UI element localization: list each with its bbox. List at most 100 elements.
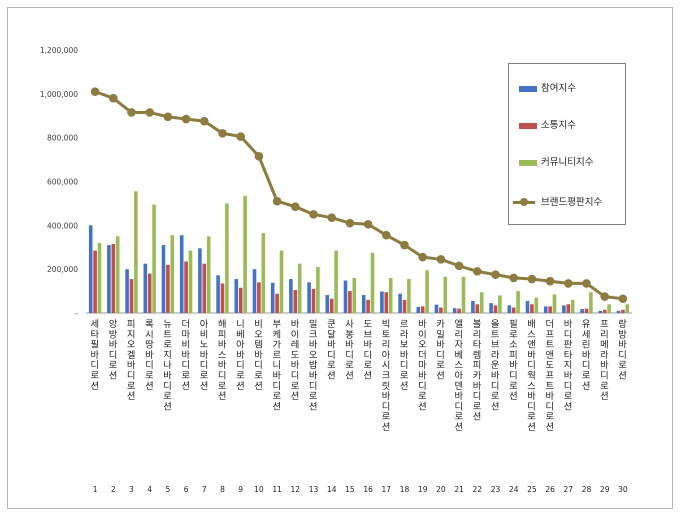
- bar-1-24: [507, 305, 512, 313]
- brand-index-point-1: [90, 87, 100, 96]
- brand-index-point-13: [309, 210, 318, 219]
- bar-2-5: [166, 264, 170, 313]
- bar-3-7: [206, 236, 211, 313]
- brand-index-point-19: [418, 252, 428, 262]
- bar-2-25: [530, 304, 534, 313]
- bar-2-10: [257, 282, 261, 313]
- bar-1-28: [580, 309, 584, 313]
- rank-number: 17: [382, 485, 392, 494]
- rank-number: 18: [400, 485, 410, 494]
- bar-2-8: [220, 283, 225, 313]
- bar-3-9: [243, 195, 247, 313]
- bar-3-24: [516, 291, 520, 313]
- bar-2-23: [493, 305, 498, 313]
- brand-index-point-2: [109, 93, 118, 103]
- rank-number: 27: [564, 485, 574, 494]
- bar-1-1: [88, 225, 93, 313]
- bar-2-19: [420, 306, 425, 313]
- legend-item: 커뮤니티지수: [509, 155, 625, 171]
- bar-2-1: [93, 250, 97, 313]
- rank-number: 15: [345, 485, 355, 494]
- y-tick-label: 400,000: [47, 221, 78, 230]
- brand-index-point-30: [618, 294, 628, 304]
- bar-1-11: [270, 282, 275, 313]
- bar-3-26: [552, 294, 557, 313]
- legend: 참여지수 소통지수 커뮤니티지수 브랜드평판지수: [508, 63, 626, 225]
- bar-1-17: [380, 291, 384, 313]
- y-tick-label: 200,000: [47, 265, 78, 274]
- bar-1-15: [343, 280, 348, 313]
- bar-2-14: [329, 298, 334, 313]
- brand-index-point-18: [400, 240, 409, 250]
- bar-3-4: [152, 204, 156, 313]
- y-tick-label: 1,200,000: [40, 46, 78, 55]
- rank-number: 2: [111, 485, 116, 494]
- bar-3-14: [334, 250, 338, 313]
- brand-index-point-3: [127, 108, 136, 117]
- y-tick-label: 1,000,000: [40, 90, 78, 99]
- brand-index-point-16: [363, 219, 373, 229]
- bar-1-18: [398, 293, 402, 313]
- rank-number: 23: [491, 485, 501, 494]
- bar-2-11: [275, 293, 279, 313]
- bar-3-18: [407, 279, 411, 313]
- bar-3-27: [570, 299, 575, 313]
- bar-2-21: [457, 308, 461, 313]
- rank-number: 24: [509, 485, 519, 494]
- bar-1-9: [234, 279, 239, 313]
- bar-3-30: [625, 304, 630, 313]
- legend-swatch: [519, 86, 537, 92]
- bar-1-2: [107, 245, 111, 313]
- bar-3-29: [607, 304, 611, 313]
- rank-number: 8: [220, 485, 225, 494]
- bar-1-10: [252, 269, 257, 313]
- rank-number: 14: [327, 485, 337, 494]
- bar-1-4: [143, 263, 148, 313]
- rank-number: 6: [184, 485, 189, 494]
- brand-index-point-21: [454, 261, 464, 271]
- bar-3-15: [352, 277, 357, 313]
- brand-index-point-10: [254, 151, 264, 161]
- rank-number: 21: [454, 485, 464, 494]
- rank-number: 16: [363, 485, 373, 494]
- bar-3-16: [370, 252, 375, 313]
- legend-item: 참여지수: [509, 81, 625, 97]
- rank-number: 11: [272, 485, 282, 494]
- bar-3-28: [589, 292, 593, 313]
- rank-number: 20: [436, 485, 446, 494]
- bar-3-12: [297, 263, 302, 313]
- brand-index-point-9: [236, 132, 245, 141]
- bar-1-26: [543, 306, 548, 313]
- bar-2-12: [293, 289, 298, 313]
- bar-3-22: [479, 292, 484, 313]
- bar-2-26: [548, 306, 552, 313]
- rank-number: 3: [129, 485, 134, 494]
- bar-2-4: [147, 273, 152, 313]
- bar-3-11: [279, 250, 284, 313]
- rank-number: 4: [147, 485, 152, 494]
- bar-2-13: [311, 288, 316, 313]
- rank-number: 7: [202, 485, 207, 494]
- bar-3-2: [115, 236, 120, 313]
- legend-marker: [520, 198, 528, 206]
- brand-index-point-5: [163, 112, 173, 122]
- rank-number: 22: [473, 485, 483, 494]
